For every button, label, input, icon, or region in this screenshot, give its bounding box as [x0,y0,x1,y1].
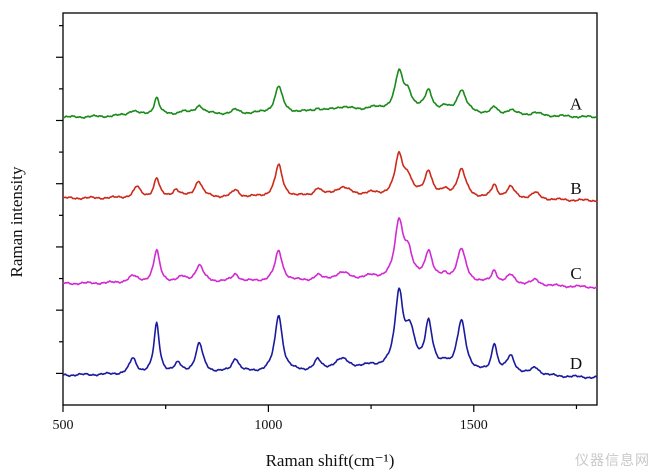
x-tick-label: 1500 [460,418,488,433]
plot-border [62,12,598,406]
series-line-c [62,217,598,290]
x-axis-label: Raman shift(cm⁻¹) [266,451,395,470]
series-line-d [62,287,598,380]
series-line-a [62,68,598,119]
y-axis-label: Raman intensity [7,166,26,277]
series-label-b: B [570,179,581,198]
x-tick-label: 500 [53,418,74,433]
series-label-a: A [570,95,583,114]
series-layer: A B C D [62,68,598,380]
watermark-logo: 仪器信息网 [575,453,650,469]
series-label-d: D [570,354,582,373]
series-line-b [62,150,598,203]
plot-frame [62,12,598,406]
y-axis-ticks [56,25,63,374]
x-axis-ticks: 500 1000 1500 [53,405,578,433]
x-tick-label: 1000 [254,418,282,433]
series-label-c: C [570,264,581,283]
